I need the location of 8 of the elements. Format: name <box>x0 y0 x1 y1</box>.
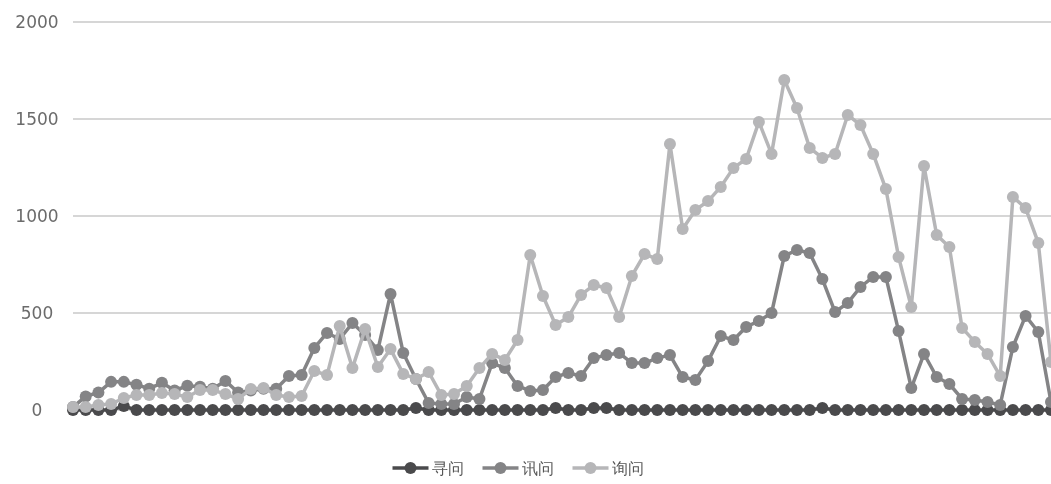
legend-label: 询问 <box>611 459 644 478</box>
y-tick-label: 0 <box>31 400 43 420</box>
legend-label: 寻问 <box>431 459 464 478</box>
y-tick-label: 2000 <box>15 12 59 32</box>
legend-label: 讯问 <box>521 459 554 478</box>
y-tick-label: 1500 <box>15 109 59 129</box>
y-tick-label: 1000 <box>15 206 59 226</box>
y-tick-label: 500 <box>20 303 54 323</box>
